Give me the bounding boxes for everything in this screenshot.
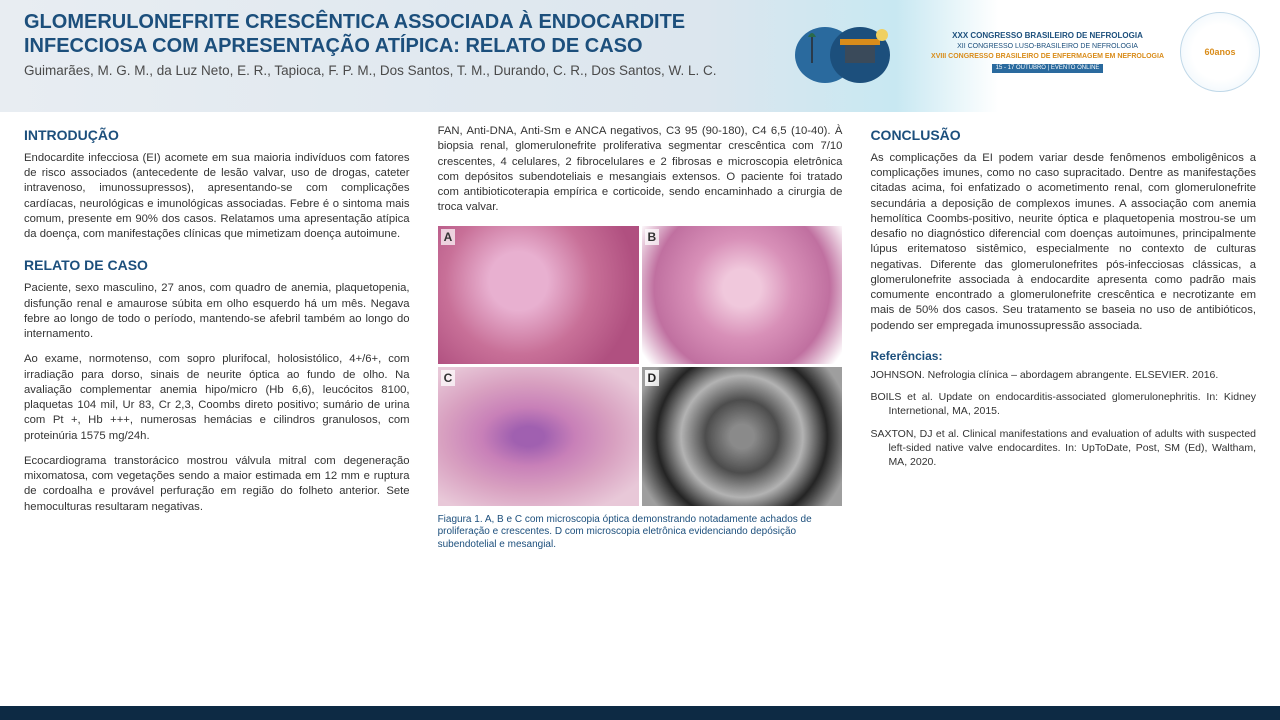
figure-panel-a: A [438, 226, 639, 365]
congress-text-logo: XXX CONGRESSO BRASILEIRO DE NEFROLOGIA X… [931, 31, 1164, 73]
congress-line1: XXX CONGRESSO BRASILEIRO DE NEFROLOGIA [931, 31, 1164, 41]
panel-label-b: B [645, 229, 660, 245]
poster-title: GLOMERULONEFRITE CRESCÊNTICA ASSOCIADA À… [24, 10, 804, 58]
sbn-anniversary-logo: 60anos [1180, 12, 1260, 92]
case-paragraph-3: Ecocardiograma transtorácico mostrou vál… [24, 454, 410, 515]
sbn-label: 60anos [1204, 47, 1235, 57]
reference-3: SAXTON, DJ et al. Clinical manifestation… [870, 427, 1256, 470]
header-logos: XXX CONGRESSO BRASILEIRO DE NEFROLOGIA X… [785, 12, 1260, 92]
intro-heading: INTRODUÇÃO [24, 126, 410, 145]
footer-bar [0, 706, 1280, 720]
conclusion-heading: CONCLUSÃO [870, 126, 1256, 145]
poster-header: GLOMERULONEFRITE CRESCÊNTICA ASSOCIADA À… [0, 0, 1280, 112]
intro-paragraph: Endocardite infecciosa (EI) acomete em s… [24, 151, 410, 243]
panel-label-d: D [645, 370, 660, 386]
congress-line2: XII CONGRESSO LUSO-BRASILEIRO DE NEFROLO… [931, 43, 1164, 51]
column-right: CONCLUSÃO As complicações da EI podem va… [870, 124, 1256, 706]
panel-label-c: C [441, 370, 456, 386]
column-left: INTRODUÇÃO Endocardite infecciosa (EI) a… [24, 124, 410, 706]
references-heading: Referências: [870, 348, 1256, 364]
poster-authors: Guimarães, M. G. M., da Luz Neto, E. R.,… [24, 62, 804, 80]
figure-panel-d: D [642, 367, 843, 506]
poster-content: INTRODUÇÃO Endocardite infecciosa (EI) a… [0, 112, 1280, 706]
reference-1: JOHNSON. Nefrologia clínica – abordagem … [870, 368, 1256, 382]
figure-panel-c: C [438, 367, 639, 506]
conclusion-paragraph: As complicações da EI podem variar desde… [870, 151, 1256, 334]
figure-grid: A B C D [438, 226, 843, 506]
case-paragraph-2: Ao exame, normotenso, com sopro plurifoc… [24, 352, 410, 444]
column-center: FAN, Anti-DNA, Anti-Sm e ANCA negativos,… [438, 124, 843, 706]
figure-caption: Fiagura 1. A, B e C com microscopia ópti… [438, 514, 843, 552]
congress-line3: XVIII CONGRESSO BRASILEIRO DE ENFERMAGEM… [931, 53, 1164, 61]
case-paragraph-1: Paciente, sexo masculino, 27 anos, com q… [24, 281, 410, 342]
reference-2: BOILS et al. Update on endocarditis-asso… [870, 390, 1256, 418]
panel-label-a: A [441, 229, 456, 245]
congress-illustration-logo [785, 12, 915, 92]
figure-panel-b: B [642, 226, 843, 365]
center-paragraph: FAN, Anti-DNA, Anti-Sm e ANCA negativos,… [438, 124, 843, 216]
case-report-heading: RELATO DE CASO [24, 256, 410, 275]
congress-line4: 15 - 17 OUTUBRO | EVENTO ONLINE [992, 64, 1104, 73]
